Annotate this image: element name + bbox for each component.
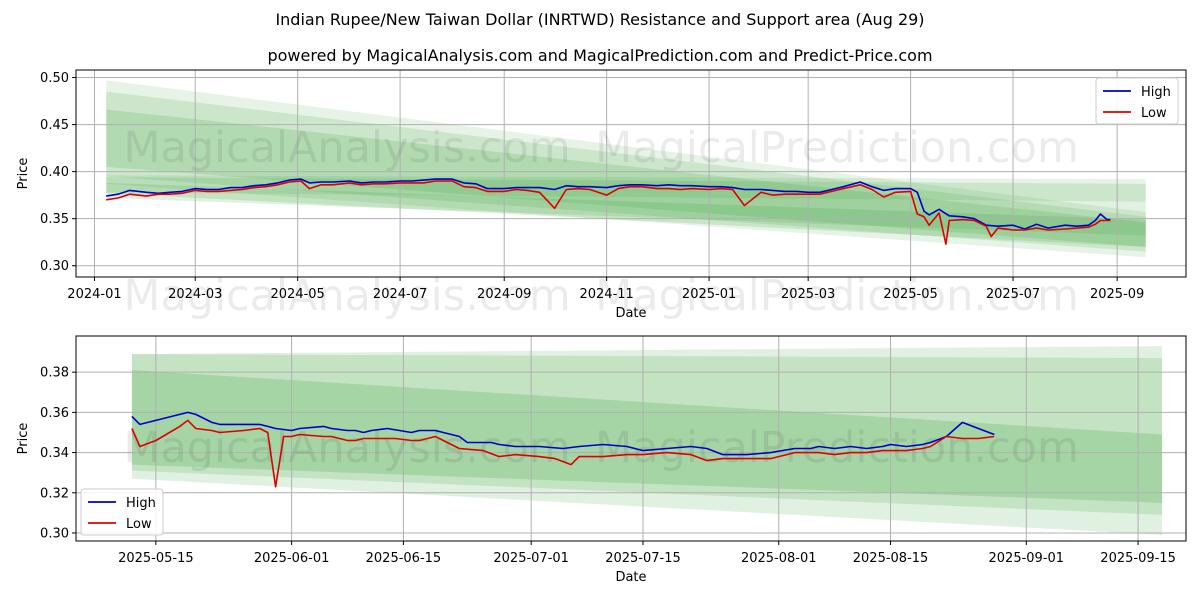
watermark-text: MagicalAnalysis.com bbox=[123, 423, 570, 473]
x-tick-label: 2024-11 bbox=[579, 287, 633, 302]
y-tick-label: 0.40 bbox=[40, 165, 69, 180]
y-tick-label: 0.30 bbox=[40, 259, 69, 274]
x-tick-label: 2025-05-15 bbox=[118, 551, 194, 566]
x-tick-label: 2025-07-15 bbox=[605, 551, 681, 566]
y-tick-label: 0.32 bbox=[40, 486, 69, 501]
x-tick-label: 2025-07-01 bbox=[493, 551, 569, 566]
y-axis-label: Price bbox=[16, 158, 31, 190]
x-tick-label: 2024-09 bbox=[477, 287, 531, 302]
series-line-high bbox=[131, 411, 995, 456]
x-tick-label: 2024-03 bbox=[168, 287, 222, 302]
watermark-text: MagicalAnalysis.com bbox=[123, 271, 570, 321]
legend-label-low: Low bbox=[126, 517, 152, 532]
y-tick-label: 0.30 bbox=[40, 526, 69, 541]
chart-title: Indian Rupee/New Taiwan Dollar (INRTWD) … bbox=[275, 10, 925, 29]
legend: High Low bbox=[80, 488, 164, 536]
x-tick-label: 2025-09-01 bbox=[989, 551, 1065, 566]
x-tick-label: 2025-03 bbox=[781, 287, 835, 302]
x-tick-label: 2025-07 bbox=[986, 287, 1040, 302]
x-tick-label: 2025-09 bbox=[1090, 287, 1144, 302]
plot-frame bbox=[75, 335, 1187, 542]
series-line-low bbox=[106, 180, 1111, 245]
support-resistance-band-3 bbox=[106, 109, 1146, 247]
x-axis-label: Date bbox=[615, 570, 646, 585]
chart-panel-2: 2025-05-15 2025-06-01 2025-06-15 2025-07-01… bbox=[16, 335, 1187, 585]
legend-label-low: Low bbox=[1141, 106, 1167, 121]
x-tick-label: 2024-07 bbox=[373, 287, 427, 302]
y-tick-label: 0.35 bbox=[40, 212, 69, 227]
support-resistance-band-6 bbox=[106, 182, 1146, 247]
y-axis-label: Price bbox=[16, 423, 31, 455]
support-resistance-band-3 bbox=[131, 370, 1163, 503]
x-tick-label: 2025-09-15 bbox=[1100, 551, 1176, 566]
x-axis-label: Date bbox=[615, 306, 646, 321]
legend-label-high: High bbox=[1141, 85, 1171, 100]
y-tick-label: 0.38 bbox=[40, 366, 69, 381]
y-tick-label: 0.45 bbox=[40, 118, 69, 133]
watermark-text: MagicalPrediction.com bbox=[595, 271, 1079, 321]
watermark-text: MagicalPrediction.com bbox=[595, 123, 1079, 173]
support-resistance-band-5 bbox=[106, 177, 1146, 236]
series-line-low bbox=[131, 419, 995, 488]
x-tick-label: 2025-01 bbox=[682, 287, 736, 302]
x-tick-label: 2025-05 bbox=[883, 287, 937, 302]
x-tick-label: 2024-05 bbox=[271, 287, 325, 302]
support-resistance-band-2 bbox=[131, 354, 1163, 515]
legend-label-high: High bbox=[126, 496, 156, 511]
series-line-high bbox=[106, 178, 1111, 230]
x-tick-label: 2025-08-01 bbox=[741, 551, 817, 566]
y-tick-label: 0.50 bbox=[40, 71, 69, 86]
plot-frame bbox=[75, 69, 1187, 278]
x-tick-label: 2025-06-01 bbox=[254, 551, 330, 566]
x-tick-label: 2025-08-15 bbox=[853, 551, 929, 566]
legend: High Low bbox=[1095, 77, 1179, 125]
y-tick-label: 0.36 bbox=[40, 406, 69, 421]
x-tick-label: 2024-01 bbox=[67, 287, 121, 302]
support-resistance-band-1 bbox=[131, 346, 1163, 535]
x-tick-label: 2025-06-15 bbox=[366, 551, 442, 566]
chart-subtitle: powered by MagicalAnalysis.com and Magic… bbox=[267, 46, 933, 65]
watermark-text: MagicalAnalysis.com bbox=[123, 123, 570, 173]
chart-panel-1: 2024-01 2024-03 2024-05 2024-07 2024-09 2024-… bbox=[16, 69, 1187, 321]
y-tick-label: 0.34 bbox=[40, 446, 69, 461]
